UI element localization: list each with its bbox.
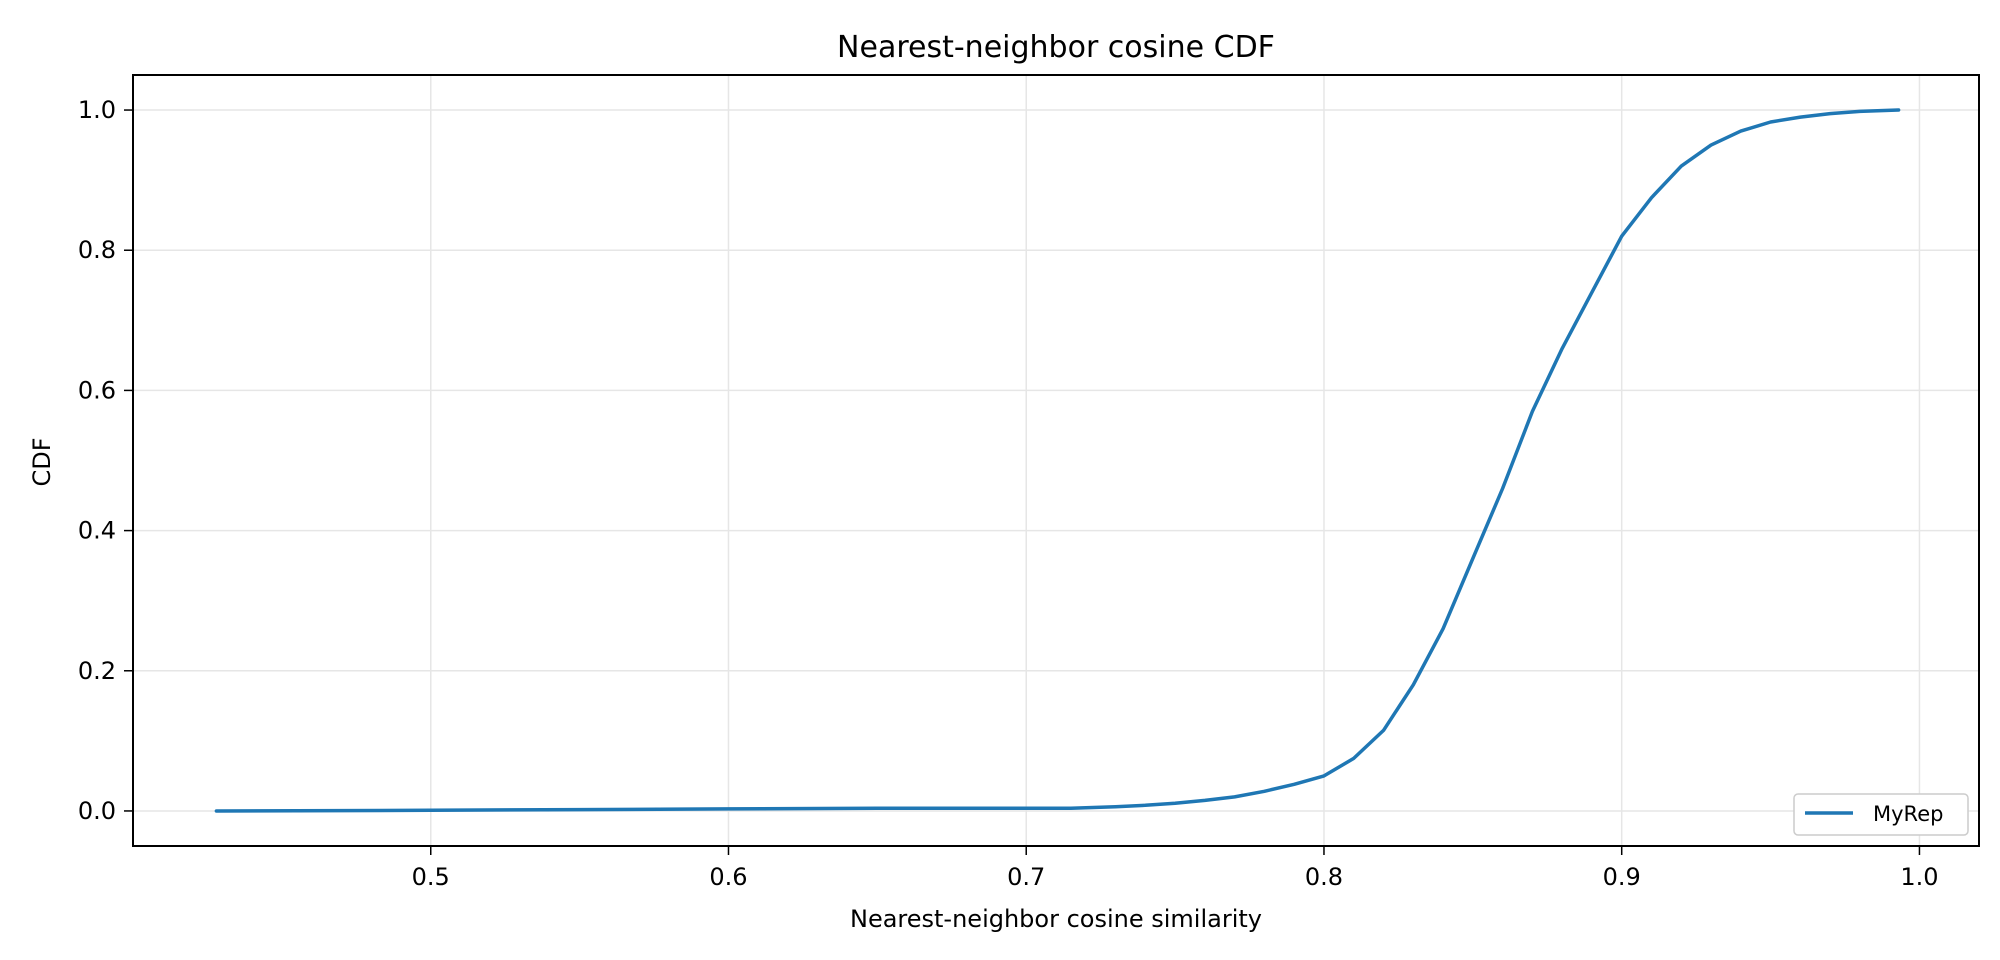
y-tick-label: 1.0 [78,96,116,124]
legend: MyRep [1793,793,1969,836]
x-axis: 0.5 0.6 0.7 0.8 0.9 1.0 [412,846,1939,891]
legend-label-myrep: MyRep [1873,802,1943,826]
y-axis: 0.0 0.2 0.4 0.6 0.8 1.0 [78,96,133,825]
y-tick-label: 0.4 [78,517,116,545]
y-axis-label: CDF [28,437,56,486]
x-tick-label: 0.6 [709,863,747,891]
y-tick-label: 0.2 [78,657,116,685]
x-axis-label: Nearest-neighbor cosine similarity [850,905,1262,933]
series-layer [214,108,1901,813]
x-tick-label: 0.8 [1305,863,1343,891]
x-tick-label: 1.0 [1900,863,1938,891]
y-tick-label: 0.6 [78,376,116,404]
y-tick-label: 0.0 [78,797,116,825]
plot-area-frame [132,74,1980,847]
x-tick-label: 0.7 [1007,863,1045,891]
x-tick-label: 0.9 [1603,863,1641,891]
legend-box [1793,793,1969,836]
y-tick-label: 0.8 [78,236,116,264]
x-tick-label: 0.5 [412,863,450,891]
chart-title: Nearest-neighbor cosine CDF [837,30,1275,65]
series-line-myrep [214,108,1901,813]
